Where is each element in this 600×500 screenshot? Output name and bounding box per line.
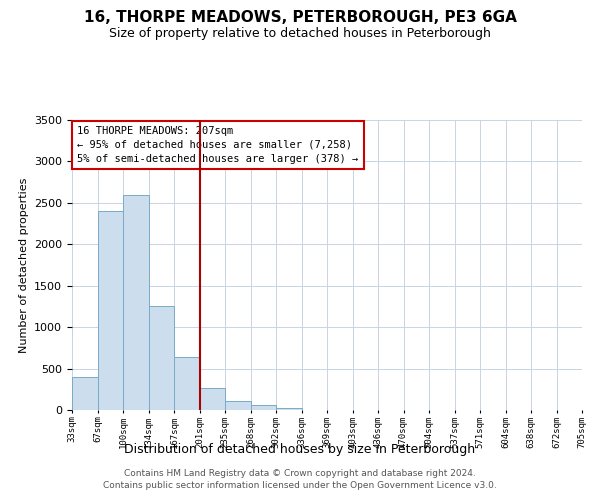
Bar: [225, 401, 251, 410]
Bar: [149, 306, 174, 410]
Bar: [97, 211, 123, 410]
Text: 16, THORPE MEADOWS, PETERBOROUGH, PE3 6GA: 16, THORPE MEADOWS, PETERBOROUGH, PE3 6G…: [83, 10, 517, 25]
Text: 16 THORPE MEADOWS: 207sqm
← 95% of detached houses are smaller (7,258)
5% of sem: 16 THORPE MEADOWS: 207sqm ← 95% of detac…: [77, 126, 358, 164]
Bar: [251, 406, 276, 410]
Text: Contains HM Land Registry data © Crown copyright and database right 2024.
Contai: Contains HM Land Registry data © Crown c…: [103, 468, 497, 490]
Text: Distribution of detached houses by size in Peterborough: Distribution of detached houses by size …: [124, 442, 476, 456]
Bar: [199, 388, 225, 410]
Bar: [276, 408, 302, 410]
Bar: [174, 357, 199, 410]
Y-axis label: Number of detached properties: Number of detached properties: [19, 178, 29, 352]
Bar: [123, 194, 149, 410]
Bar: [72, 377, 97, 410]
Text: Size of property relative to detached houses in Peterborough: Size of property relative to detached ho…: [109, 28, 491, 40]
